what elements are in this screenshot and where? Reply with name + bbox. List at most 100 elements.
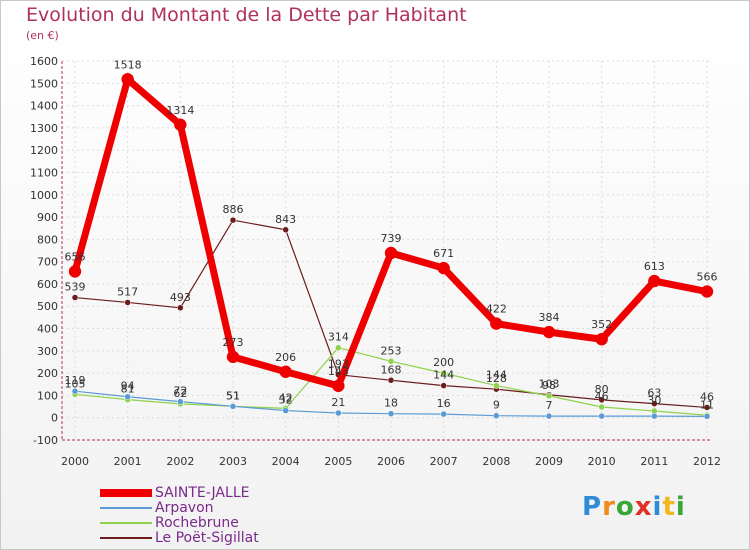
y-tick-label: 1400 (30, 100, 58, 113)
data-point (229, 403, 237, 410)
data-label: 98 (542, 379, 556, 392)
data-label: 46 (595, 390, 609, 403)
data-label: 200 (433, 356, 454, 369)
data-label: 144 (486, 369, 507, 382)
data-label: 80 (595, 383, 609, 396)
x-tick-label: 2009 (535, 455, 563, 468)
data-label: 9 (493, 399, 500, 412)
data-label: 30 (647, 394, 661, 407)
data-label: 11 (700, 398, 714, 411)
data-label: 843 (275, 213, 296, 226)
y-tick-label: 1500 (30, 77, 58, 90)
data-point (174, 118, 187, 132)
x-tick-label: 2002 (166, 455, 194, 468)
data-point (332, 379, 345, 393)
data-label: 1518 (114, 58, 142, 71)
data-label: 32 (279, 394, 293, 407)
data-label: 493 (170, 291, 191, 304)
data-label: 656 (65, 250, 86, 263)
data-point (598, 412, 605, 420)
data-point (493, 412, 500, 419)
y-tick-label: 500 (37, 300, 58, 313)
data-point (700, 285, 714, 298)
data-point (490, 317, 503, 330)
data-label: 119 (65, 374, 86, 387)
data-label: 16 (437, 397, 451, 410)
data-point (282, 407, 289, 414)
data-point (648, 274, 661, 288)
data-point (124, 299, 131, 306)
data-label: 1314 (166, 104, 194, 117)
y-tick-label: 200 (37, 367, 58, 380)
y-tick-label: 1300 (30, 122, 58, 135)
x-tick-label: 2005 (324, 455, 352, 468)
legend-item-rochebrune: Rochebrune (100, 515, 239, 531)
data-label: 81 (121, 383, 135, 396)
data-point (387, 410, 395, 417)
data-point (703, 404, 711, 411)
legend-item-arpavon: Arpavon (100, 500, 214, 516)
y-tick-label: 800 (37, 233, 58, 246)
data-point (651, 412, 658, 420)
data-label: 273 (223, 336, 244, 349)
legend-swatch (100, 522, 152, 524)
legend-label: Rochebrune (155, 515, 239, 531)
data-point (545, 412, 553, 420)
data-point (440, 410, 447, 418)
data-label: 94 (121, 380, 135, 393)
data-point (71, 294, 79, 301)
data-label: 671 (433, 247, 454, 260)
data-point (440, 382, 447, 389)
x-tick-label: 2007 (430, 455, 458, 468)
x-tick-label: 2003 (219, 455, 247, 468)
data-point (71, 387, 79, 395)
data-point (598, 396, 605, 404)
legend-label: Arpavon (155, 500, 214, 516)
x-tick-label: 2006 (377, 455, 405, 468)
y-tick-label: 100 (37, 389, 58, 402)
data-point (177, 304, 184, 312)
data-label: 206 (275, 351, 296, 364)
data-label: 18 (384, 397, 398, 410)
data-label: 21 (331, 396, 345, 409)
data-point (493, 382, 500, 389)
data-point (440, 369, 447, 377)
data-point (542, 325, 556, 339)
proxiti-logo: Proxiti (582, 492, 686, 522)
data-label: 72 (173, 385, 187, 398)
chart-title: Evolution du Montant de la Dette par Hab… (26, 4, 467, 26)
y-tick-label: 1200 (30, 144, 58, 157)
data-point (121, 73, 134, 86)
data-label: 384 (539, 311, 560, 324)
data-label: 51 (226, 389, 240, 402)
y-tick-label: 900 (37, 211, 58, 224)
data-label: 517 (117, 285, 138, 298)
legend-swatch (100, 489, 152, 497)
data-label: 51 (226, 389, 240, 402)
y-tick-label: 400 (37, 323, 58, 336)
data-label: 613 (644, 260, 665, 273)
data-label: 422 (486, 303, 507, 316)
data-label: 7 (546, 399, 553, 412)
data-point (595, 332, 608, 346)
data-label: 314 (328, 331, 349, 344)
data-point (124, 393, 131, 400)
x-tick-label: 2004 (272, 455, 300, 468)
x-tick-label: 2000 (61, 455, 89, 468)
legend-swatch (100, 537, 152, 539)
data-point (437, 261, 450, 275)
y-tick-label: 1600 (30, 55, 58, 68)
data-label: 352 (591, 318, 612, 331)
x-tick-label: 2012 (693, 455, 721, 468)
x-tick-label: 2001 (114, 455, 142, 468)
legend-swatch (100, 507, 152, 509)
data-label: 103 (539, 378, 560, 391)
x-tick-label: 2010 (588, 455, 616, 468)
data-point (335, 409, 342, 417)
data-label: 62 (173, 387, 187, 400)
data-label: 253 (381, 344, 402, 357)
data-point (177, 398, 184, 405)
data-point (598, 403, 605, 411)
data-label: 739 (381, 232, 402, 245)
